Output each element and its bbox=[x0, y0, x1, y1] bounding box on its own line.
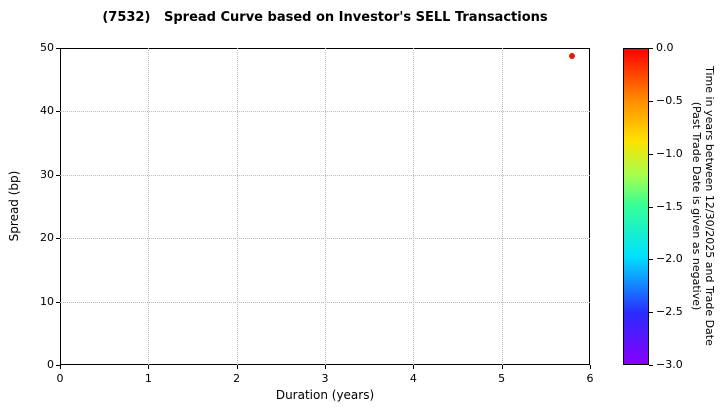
x-tick-label: 0 bbox=[56, 372, 64, 385]
colorbar-tick-label: 0.0 bbox=[656, 41, 674, 54]
colorbar-tick-label: −1.0 bbox=[656, 146, 683, 160]
colorbar-tick-mark bbox=[649, 48, 653, 49]
y-tick-mark bbox=[56, 111, 60, 113]
colorbar-tick-label: −1.5 bbox=[656, 199, 683, 213]
y-tick-label: 10 bbox=[40, 294, 54, 308]
y-tick-label: 20 bbox=[40, 231, 54, 245]
x-tick-mark bbox=[413, 365, 415, 369]
colorbar-tick-label: −2.5 bbox=[656, 305, 683, 319]
colorbar-tick-mark bbox=[649, 100, 653, 102]
horizontal-gridline bbox=[60, 301, 590, 303]
colorbar-tick-mark bbox=[649, 365, 653, 366]
x-tick-label: 4 bbox=[409, 372, 417, 385]
x-axis-label: Duration (years) bbox=[275, 388, 375, 402]
y-tick-label: 50 bbox=[40, 41, 54, 54]
vertical-gridline bbox=[501, 48, 503, 365]
x-tick-mark bbox=[148, 365, 150, 369]
colorbar-label-line2: (Past Trade Date is given as negative) bbox=[690, 101, 703, 311]
y-tick-mark bbox=[56, 238, 60, 240]
y-tick-mark bbox=[56, 365, 60, 366]
x-tick-mark bbox=[236, 365, 238, 369]
colorbar-tick-mark bbox=[649, 206, 653, 208]
x-tick-mark bbox=[501, 365, 503, 369]
vertical-gridline bbox=[236, 48, 238, 365]
vertical-gridline bbox=[413, 48, 415, 365]
x-tick-label: 2 bbox=[233, 372, 241, 385]
colorbar-tick-mark bbox=[649, 312, 653, 314]
colorbar-gradient bbox=[623, 48, 649, 365]
vertical-gridline bbox=[325, 48, 326, 365]
x-tick-mark bbox=[590, 365, 591, 369]
data-point bbox=[569, 52, 576, 59]
y-tick-mark bbox=[56, 48, 60, 49]
y-tick-label: 30 bbox=[40, 167, 54, 181]
x-tick-label: 5 bbox=[498, 372, 506, 385]
x-tick-mark bbox=[60, 365, 61, 369]
colorbar-tick-mark bbox=[649, 259, 653, 261]
colorbar-label: Time in years between 12/30/2025 and Tra… bbox=[690, 66, 716, 346]
y-tick-mark bbox=[56, 301, 60, 303]
colorbar-tick-label: −2.0 bbox=[656, 252, 683, 266]
y-tick-label: 0 bbox=[47, 358, 54, 371]
colorbar-tick-label: −3.0 bbox=[656, 358, 683, 371]
colorbar-tick-label: −0.5 bbox=[656, 93, 683, 107]
horizontal-gridline bbox=[60, 174, 590, 176]
horizontal-gridline bbox=[60, 111, 590, 113]
x-tick-label: 6 bbox=[586, 372, 594, 385]
x-tick-mark bbox=[325, 365, 326, 369]
x-tick-label: 1 bbox=[144, 372, 152, 385]
chart-title: (7532) Spread Curve based on Investor's … bbox=[102, 10, 548, 25]
colorbar-tick-mark bbox=[649, 153, 653, 155]
vertical-gridline bbox=[148, 48, 150, 365]
colorbar-label-line1: Time in years between 12/30/2025 and Tra… bbox=[703, 66, 716, 346]
horizontal-gridline bbox=[60, 238, 590, 240]
y-tick-mark bbox=[56, 174, 60, 176]
y-tick-label: 40 bbox=[40, 104, 54, 118]
x-tick-label: 3 bbox=[321, 372, 329, 385]
